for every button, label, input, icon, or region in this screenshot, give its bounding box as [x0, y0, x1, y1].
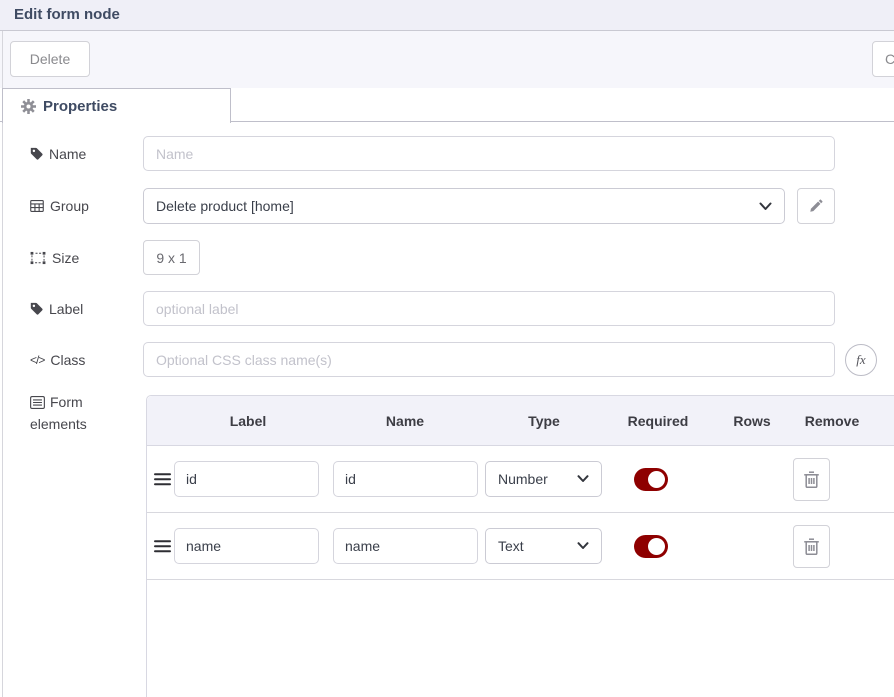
column-header-label: Label	[229, 413, 267, 429]
remove-row-button[interactable]	[793, 525, 830, 568]
code-icon: </>	[30, 352, 45, 367]
tab-row: Properties	[0, 88, 894, 123]
element-name-input[interactable]	[333, 461, 478, 497]
column-header-required: Required	[627, 413, 689, 429]
size-field-label: Size	[30, 240, 79, 275]
dialog-title: Edit form node	[14, 6, 120, 23]
form-elements-field-label: Form elements	[30, 394, 87, 432]
group-select[interactable]: Delete product [home]	[143, 188, 785, 224]
chevron-down-icon	[577, 475, 589, 483]
tag-icon	[30, 302, 43, 315]
gear-icon	[21, 98, 36, 114]
form-elements-table: Label Name Type Required Rows Remove Num…	[146, 395, 894, 697]
required-toggle[interactable]	[634, 535, 668, 558]
chevron-down-icon	[759, 202, 772, 211]
cancel-button[interactable]: Cancel	[872, 41, 894, 77]
trash-icon	[803, 537, 820, 556]
column-header-remove: Remove	[804, 413, 860, 429]
dialog-toolbar: Delete Cancel	[0, 31, 894, 88]
label-field-label: Label	[30, 291, 83, 326]
element-name-input[interactable]	[333, 528, 478, 564]
column-header-name: Name	[385, 413, 425, 429]
group-select-value: Delete product [home]	[156, 198, 294, 214]
pencil-icon	[809, 199, 823, 213]
required-toggle[interactable]	[634, 468, 668, 491]
dialog-titlebar: Edit form node	[0, 0, 894, 31]
form-elements-table-header: Label Name Type Required Rows Remove	[147, 396, 894, 446]
remove-row-button[interactable]	[793, 458, 830, 501]
table-icon	[30, 200, 44, 212]
object-group-icon	[30, 250, 46, 265]
column-header-rows: Rows	[733, 413, 771, 429]
element-label-input[interactable]	[174, 461, 319, 497]
class-field-label: </> Class	[30, 351, 86, 368]
drag-handle-icon[interactable]	[154, 537, 171, 555]
tab-row-underline	[0, 121, 894, 122]
column-header-type: Type	[528, 413, 560, 429]
tag-icon	[30, 147, 43, 160]
size-button[interactable]: 9 x 1	[143, 240, 200, 275]
delete-button[interactable]: Delete	[10, 41, 90, 77]
element-type-select[interactable]: Text	[485, 528, 602, 564]
drag-handle-icon[interactable]	[154, 470, 171, 488]
element-type-value: Text	[498, 538, 524, 554]
class-input[interactable]	[143, 342, 835, 377]
group-field-label: Group	[30, 188, 89, 224]
table-row: Number	[147, 446, 894, 513]
tab-properties-label: Properties	[43, 97, 118, 115]
element-label-input[interactable]	[174, 528, 319, 564]
chevron-down-icon	[577, 542, 589, 550]
element-type-select[interactable]: Number	[485, 461, 602, 497]
tray-left-edge	[2, 31, 3, 697]
trash-icon	[803, 470, 820, 489]
table-row: Text	[147, 513, 894, 580]
name-field-label: Name	[30, 136, 86, 171]
list-alt-icon	[30, 396, 45, 409]
tab-properties[interactable]: Properties	[2, 88, 231, 123]
name-input[interactable]	[143, 136, 835, 171]
edit-group-button[interactable]	[797, 188, 835, 224]
label-input[interactable]	[143, 291, 835, 326]
element-type-value: Number	[498, 471, 548, 487]
expression-fx-button[interactable]: fx	[845, 344, 877, 376]
